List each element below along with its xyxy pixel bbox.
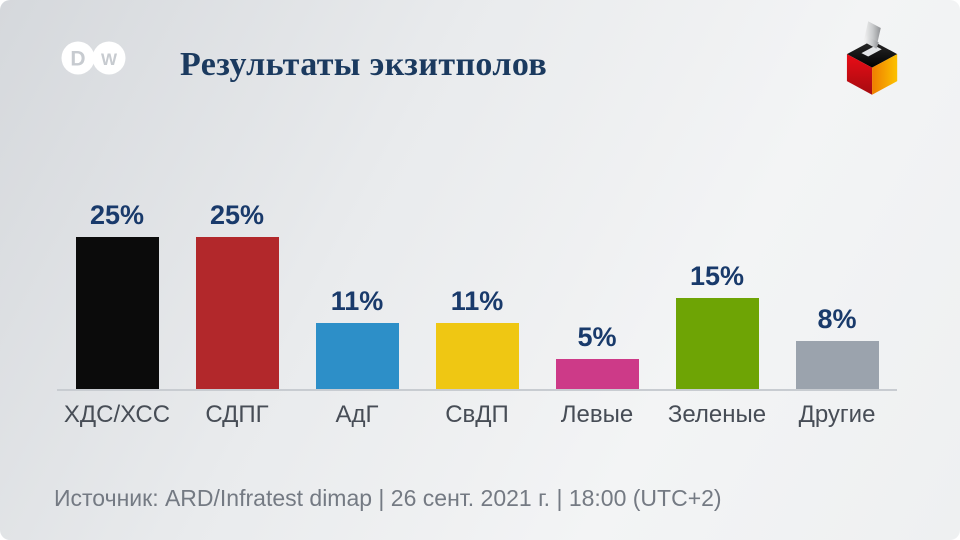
bar-column: 25% xyxy=(177,195,297,390)
source-text: Источник: ARD/Infratest dimap | 26 сент.… xyxy=(54,485,722,511)
logo-letter-d: D xyxy=(70,48,85,71)
dw-logo: D W xyxy=(61,41,126,75)
category-label: Левые xyxy=(560,401,634,428)
bar xyxy=(795,341,879,390)
bar-column: 25% xyxy=(57,195,177,390)
ballot-box-left-face xyxy=(846,54,873,95)
bar-value-label: 15% xyxy=(689,261,745,291)
bar-column: 11% xyxy=(297,195,417,390)
bar-column: 11% xyxy=(417,195,537,390)
logo-circle-right xyxy=(92,41,126,75)
category-labels-row: ХДС/ХСС СДПГ АдГ СвДП Левые Зеленые Другие xyxy=(57,401,897,430)
bar-value-label: 25% xyxy=(89,200,145,230)
logo-circle-left xyxy=(61,41,95,75)
category-label: СвДП xyxy=(445,401,509,428)
logo-letter-w: W xyxy=(101,50,118,69)
bar xyxy=(675,298,759,390)
ballot-box-right-face xyxy=(872,54,898,95)
bar-value-label: 8% xyxy=(817,304,857,334)
bar-column: 8% xyxy=(777,195,897,390)
bar-value-label: 5% xyxy=(577,322,617,352)
bar xyxy=(195,237,279,390)
bar-value-label: 11% xyxy=(450,286,504,316)
bar xyxy=(315,323,399,390)
category-label: АдГ xyxy=(335,401,379,428)
bar-value-label: 25% xyxy=(209,200,265,230)
bar xyxy=(435,323,519,390)
x-axis-line xyxy=(57,389,897,391)
bar-column: 5% xyxy=(537,195,657,390)
bar xyxy=(555,359,639,390)
ballot-paper-lower xyxy=(864,35,879,49)
category-label: Зеленые xyxy=(667,401,767,428)
category-label: ХДС/ХСС xyxy=(63,401,171,428)
category-label: СДПГ xyxy=(205,401,269,428)
ballot-slot xyxy=(861,45,882,57)
bar-column: 15% xyxy=(657,195,777,390)
ballot-box-icon xyxy=(846,21,898,95)
category-label: Другие xyxy=(798,401,876,428)
bar-value-label: 11% xyxy=(330,286,384,316)
exit-poll-bar-chart: 25% 25% 11% 11% 5% 15% 8% xyxy=(57,195,897,390)
page-title: Результаты экзитполов xyxy=(180,46,548,83)
bar xyxy=(75,237,159,390)
bars-container: 25% 25% 11% 11% 5% 15% 8% xyxy=(57,195,897,390)
